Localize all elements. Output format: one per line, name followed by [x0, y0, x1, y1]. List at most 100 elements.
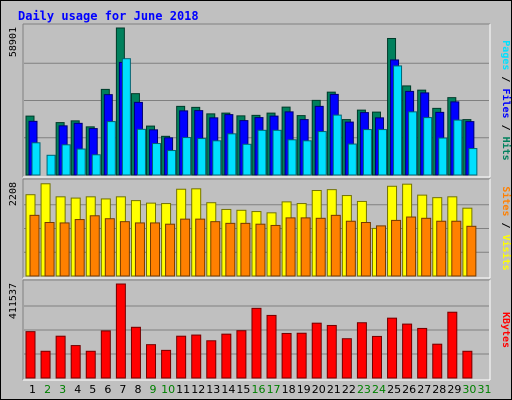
- bar-pages-day-12: [197, 138, 207, 176]
- bar-sites-day-19: [300, 217, 311, 277]
- bar-pages-day-2: [46, 154, 56, 176]
- bar-sites-day-28: [436, 220, 447, 277]
- bar-sites-day-23: [360, 222, 371, 277]
- x-tick-label-day-12: 12: [191, 383, 205, 396]
- bar-pages-day-8: [136, 128, 146, 176]
- bar-kbytes-day-27: [417, 327, 428, 379]
- x-tick-label-day-27: 27: [417, 383, 431, 396]
- x-tick-label-day-19: 19: [297, 383, 311, 396]
- bar-sites-day-13: [210, 221, 221, 277]
- bar-pages-day-29: [453, 119, 463, 176]
- x-tick-label-day-9: 9: [150, 383, 157, 396]
- x-tick-label-day-7: 7: [119, 383, 126, 396]
- bar-sites-day-24: [375, 225, 386, 277]
- bar-sites-day-17: [270, 224, 281, 277]
- bar-kbytes-day-11: [176, 335, 187, 379]
- bar-kbytes-day-3: [55, 335, 66, 379]
- bar-kbytes-day-8: [130, 326, 141, 379]
- x-tick-label-day-29: 29: [447, 383, 461, 396]
- bar-pages-day-16: [257, 129, 267, 176]
- bar-kbytes-day-29: [447, 311, 458, 379]
- panel-hits-files-pages: 58901 Pages / Files / Hits: [8, 23, 512, 178]
- x-tick-label-day-21: 21: [327, 383, 341, 396]
- bar-sites-day-30: [466, 225, 477, 277]
- panel-max-label: 2208: [8, 182, 19, 206]
- bar-pages-day-23: [362, 129, 372, 176]
- legend-separator: /: [500, 119, 511, 137]
- bar-pages-day-18: [287, 139, 297, 176]
- bar-pages-day-1: [31, 142, 41, 176]
- bar-pages-day-17: [272, 129, 282, 176]
- bar-kbytes-day-28: [432, 343, 443, 379]
- x-tick-label-day-6: 6: [104, 383, 111, 396]
- bar-sites-day-16: [255, 223, 266, 277]
- bar-sites-day-5: [89, 215, 100, 277]
- bar-kbytes-day-22: [341, 338, 352, 379]
- x-tick-label-day-30: 30: [462, 383, 476, 396]
- legend-pages: Pages: [500, 40, 511, 70]
- legend-files: Files: [500, 88, 512, 118]
- bar-pages-day-22: [347, 143, 357, 176]
- panel-legend: Sites / Visits: [500, 186, 512, 270]
- bar-sites-day-18: [285, 217, 296, 277]
- bar-pages-day-30: [468, 148, 478, 176]
- bar-sites-day-10: [165, 223, 176, 277]
- bar-sites-day-25: [391, 219, 402, 277]
- x-tick-label-day-1: 1: [29, 383, 36, 396]
- bar-sites-day-8: [134, 222, 145, 277]
- bar-pages-day-24: [377, 129, 387, 176]
- bar-pages-day-9: [152, 143, 162, 176]
- bar-kbytes-day-26: [402, 323, 413, 379]
- bar-kbytes-day-16: [251, 307, 262, 379]
- x-tick-label-day-26: 26: [402, 383, 416, 396]
- bar-sites-day-6: [104, 218, 115, 277]
- x-tick-label-day-13: 13: [206, 383, 220, 396]
- bar-pages-day-5: [91, 154, 101, 176]
- legend-visits: Visits: [500, 235, 512, 271]
- x-tick-label-day-18: 18: [282, 383, 296, 396]
- panel-legend: KBytes: [500, 312, 511, 348]
- bar-pages-day-11: [182, 137, 192, 176]
- x-tick-label-day-4: 4: [74, 383, 81, 396]
- x-tick-label-day-3: 3: [59, 383, 66, 396]
- bar-kbytes-day-6: [100, 330, 111, 379]
- x-tick-label-day-15: 15: [236, 383, 250, 396]
- x-tick-label-day-5: 5: [89, 383, 96, 396]
- bar-sites-day-11: [180, 218, 191, 277]
- panel-legend: Pages / Files / Hits: [500, 40, 512, 160]
- panel-max-label: 58901: [8, 27, 19, 57]
- bar-pages-day-7: [121, 58, 131, 176]
- panel-kbytes: 411537 KBytes: [8, 279, 511, 381]
- bar-pages-day-28: [438, 137, 448, 176]
- bar-kbytes-day-1: [25, 331, 36, 379]
- x-tick-label-day-14: 14: [221, 383, 235, 396]
- bar-kbytes-day-5: [85, 350, 96, 379]
- bar-sites-day-9: [150, 222, 161, 277]
- bar-sites-day-3: [59, 222, 70, 277]
- bar-sites-day-22: [345, 220, 356, 277]
- bar-sites-day-15: [240, 222, 251, 277]
- bar-pages-day-6: [106, 121, 116, 176]
- bar-pages-day-13: [212, 140, 222, 176]
- bar-pages-day-20: [317, 131, 327, 176]
- bar-kbytes-day-21: [326, 324, 337, 379]
- bar-pages-day-10: [167, 150, 177, 176]
- panel-visits-sites: 2208 Sites / Visits: [8, 178, 512, 279]
- x-tick-label-day-17: 17: [267, 383, 281, 396]
- x-tick-label-day-8: 8: [134, 383, 141, 396]
- bar-kbytes-day-2: [40, 350, 51, 379]
- legend-separator: /: [500, 216, 511, 234]
- bar-pages-day-27: [423, 117, 433, 176]
- bar-kbytes-day-25: [387, 317, 398, 379]
- bar-kbytes-day-14: [221, 333, 232, 379]
- x-tick-label-day-11: 11: [176, 383, 190, 396]
- bar-pages-day-26: [408, 111, 418, 176]
- x-tick-label-day-23: 23: [357, 383, 371, 396]
- x-tick-label-day-16: 16: [252, 383, 266, 396]
- legend-hits: Hits: [500, 137, 512, 161]
- bar-sites-day-2: [44, 222, 55, 277]
- bar-pages-day-25: [393, 65, 403, 176]
- bar-sites-day-27: [421, 217, 432, 277]
- bar-kbytes-day-9: [146, 344, 157, 379]
